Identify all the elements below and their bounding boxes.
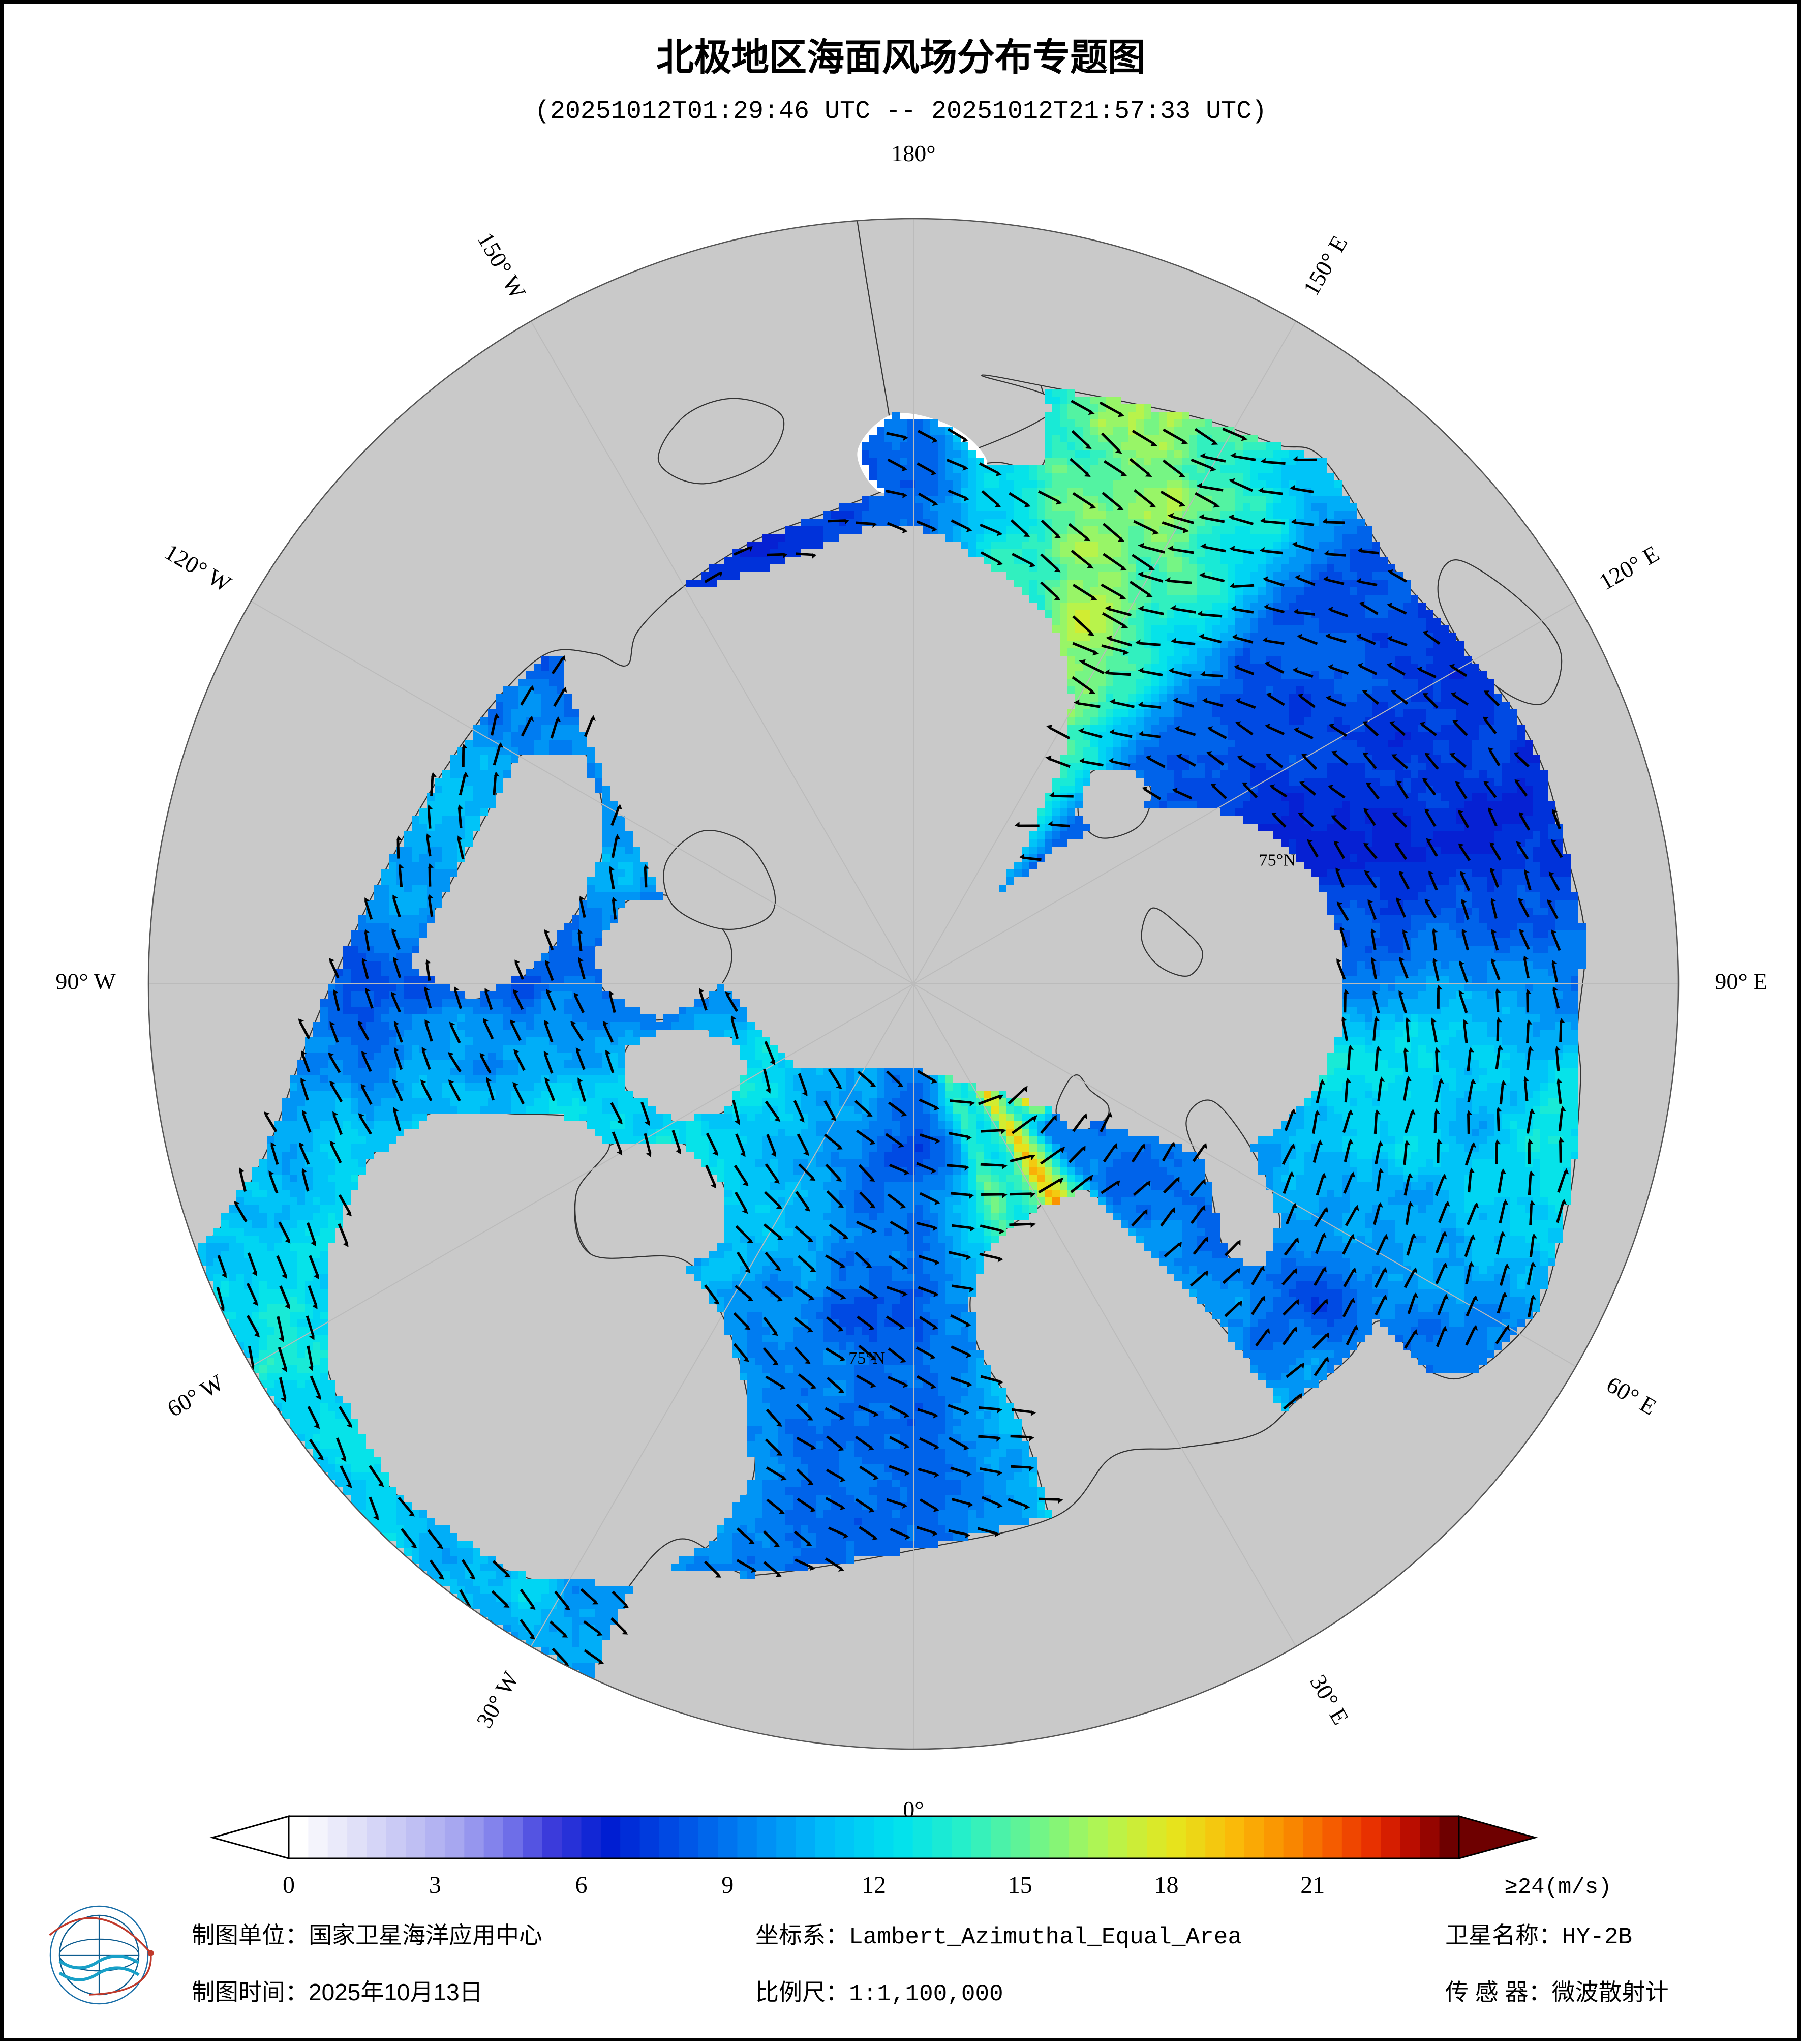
svg-text:90° E: 90° E [1715,969,1767,995]
svg-text:6: 6 [575,1872,588,1899]
svg-text:0: 0 [283,1872,295,1899]
svg-text:3: 3 [429,1872,441,1899]
svg-text:比例尺：1:1,100,000: 比例尺：1:1,100,000 [755,1979,1003,2007]
svg-text:北极地区海面风场分布专题图: 北极地区海面风场分布专题图 [656,36,1145,78]
svg-text:≥24(m/s): ≥24(m/s) [1504,1875,1611,1900]
svg-text:12: 12 [862,1872,886,1899]
svg-text:90° W: 90° W [55,969,116,995]
svg-text:传 感 器：微波散射计: 传 感 器：微波散射计 [1445,1979,1669,2007]
svg-text:制图单位：国家卫星海洋应用中心: 制图单位：国家卫星海洋应用中心 [192,1922,542,1948]
svg-text:75°N: 75°N [1259,851,1296,870]
svg-text:21: 21 [1300,1872,1325,1899]
svg-text:制图时间：2025年10月13日: 制图时间：2025年10月13日 [192,1979,483,2005]
svg-text:(20251012T01:29:46 UTC -- 2025: (20251012T01:29:46 UTC -- 20251012T21:57… [535,97,1267,126]
svg-text:75°N: 75°N [848,1349,885,1368]
svg-text:18: 18 [1154,1872,1179,1899]
svg-text:9: 9 [721,1872,734,1899]
svg-text:180°: 180° [891,140,935,166]
svg-text:坐标系：Lambert_Azimuthal_Equal_Ar: 坐标系：Lambert_Azimuthal_Equal_Area [755,1922,1242,1950]
svg-text:卫星名称：HY-2B: 卫星名称：HY-2B [1445,1922,1632,1950]
svg-text:15: 15 [1008,1872,1032,1899]
